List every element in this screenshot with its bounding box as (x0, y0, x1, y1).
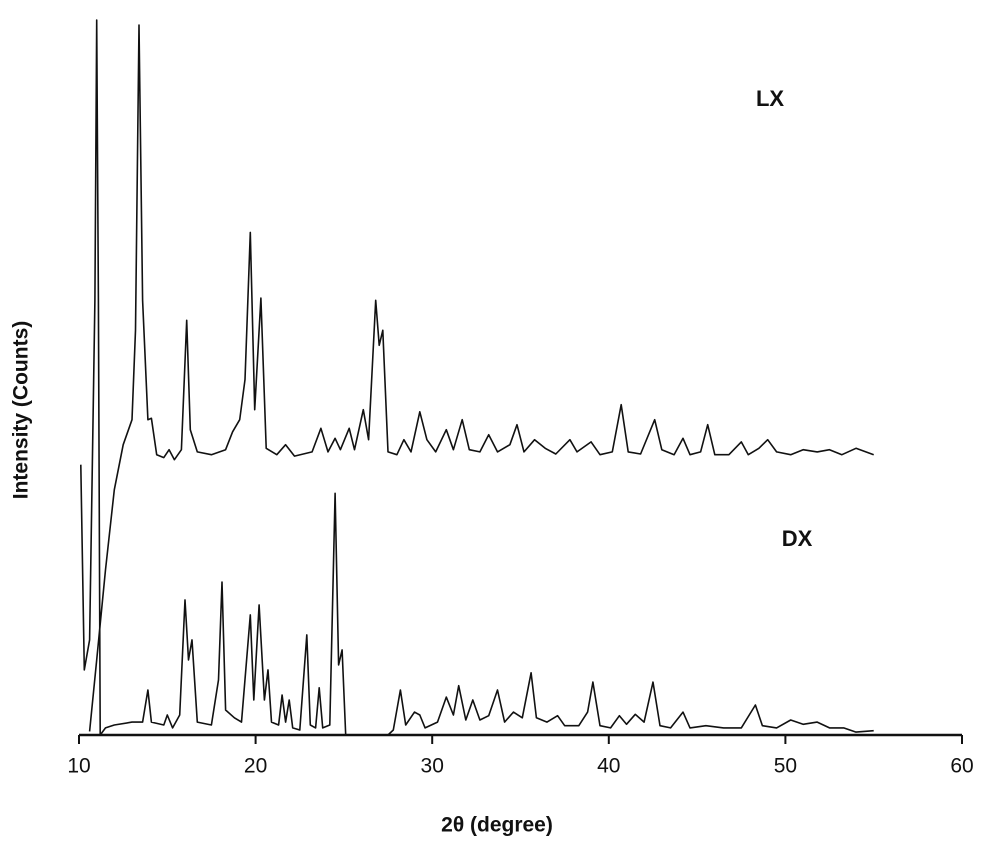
x-tick-label: 30 (421, 755, 444, 778)
x-tick-label: 10 (67, 755, 90, 778)
y-axis-title: Intensity (Counts) (10, 321, 33, 500)
x-tick-label: 50 (774, 755, 797, 778)
x-axis-title: 2θ (degree) (441, 814, 553, 837)
series-label: DX (782, 526, 813, 551)
series-label: LX (756, 86, 784, 111)
x-tick-label: 20 (244, 755, 267, 778)
x-tick-label: 40 (597, 755, 620, 778)
x-tick-label: 60 (950, 755, 973, 778)
series-line (80, 19, 874, 736)
series-line (88, 24, 874, 732)
